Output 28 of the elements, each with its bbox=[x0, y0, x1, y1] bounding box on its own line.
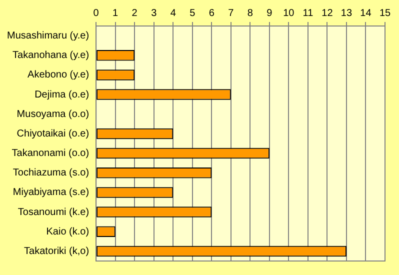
x-tick-label: 8 bbox=[247, 8, 254, 19]
y-tick-label: Tochiazuma (s.o) bbox=[12, 168, 90, 179]
x-tick-label: 5 bbox=[190, 8, 196, 19]
x-tick-label: 15 bbox=[379, 8, 391, 19]
x-tick-label: 6 bbox=[208, 8, 215, 19]
y-tick-label: Musoyama (o.o) bbox=[16, 108, 90, 120]
x-tick-label: 9 bbox=[266, 8, 273, 19]
y-tick-label: Akebono (y.e) bbox=[28, 70, 90, 81]
y-tick-label: Musashimaru (y.e) bbox=[6, 30, 90, 42]
y-tick-label: Takanonami (o.o) bbox=[12, 148, 90, 160]
x-tick-label: 2 bbox=[132, 8, 138, 19]
y-tick-label: Kaio (k.o) bbox=[46, 226, 90, 238]
y-tick-label: Takatoriki (k,o) bbox=[24, 246, 90, 257]
x-tick-label: 1 bbox=[112, 8, 119, 19]
x-tick-label: 13 bbox=[340, 8, 352, 19]
y-tick-label: Miyabiyama (s.e) bbox=[12, 187, 90, 198]
x-tick-label: 4 bbox=[170, 8, 176, 19]
x-tick-label: 3 bbox=[151, 8, 158, 19]
x-tick-label: 0 bbox=[93, 8, 100, 19]
y-tick-label: Dejima (o.e) bbox=[34, 89, 90, 100]
y-tick-label: Tosanoumi (k.e) bbox=[18, 206, 90, 218]
x-tick-label: 12 bbox=[322, 8, 334, 19]
x-tick-label: 10 bbox=[283, 8, 295, 19]
x-tick-label: 11 bbox=[302, 8, 314, 19]
y-tick-label: Takanohana (y.e) bbox=[12, 50, 90, 62]
y-tick-label: Chiyotaikai (o.e) bbox=[16, 128, 90, 140]
x-tick-label: 7 bbox=[228, 8, 234, 19]
x-tick-label: 14 bbox=[360, 8, 372, 19]
